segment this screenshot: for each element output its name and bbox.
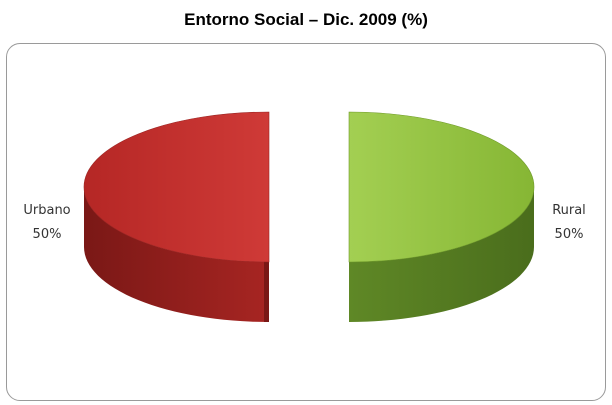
slice-urbano-side <box>84 187 269 322</box>
slice-label-urbano: Urbano <box>23 203 70 218</box>
slice-label-rural: Rural <box>552 203 586 218</box>
slice-rural-side <box>349 187 534 322</box>
pie-slice-rural <box>348 111 535 322</box>
slice-urbano-top <box>83 111 270 263</box>
slice-value-rural: 50% <box>555 227 584 242</box>
pie-slice-urbano <box>83 111 270 322</box>
slice-value-urbano: 50% <box>33 227 62 242</box>
slice-rural-top <box>348 111 535 263</box>
chart-title: Entorno Social – Dic. 2009 (%) <box>184 10 428 29</box>
